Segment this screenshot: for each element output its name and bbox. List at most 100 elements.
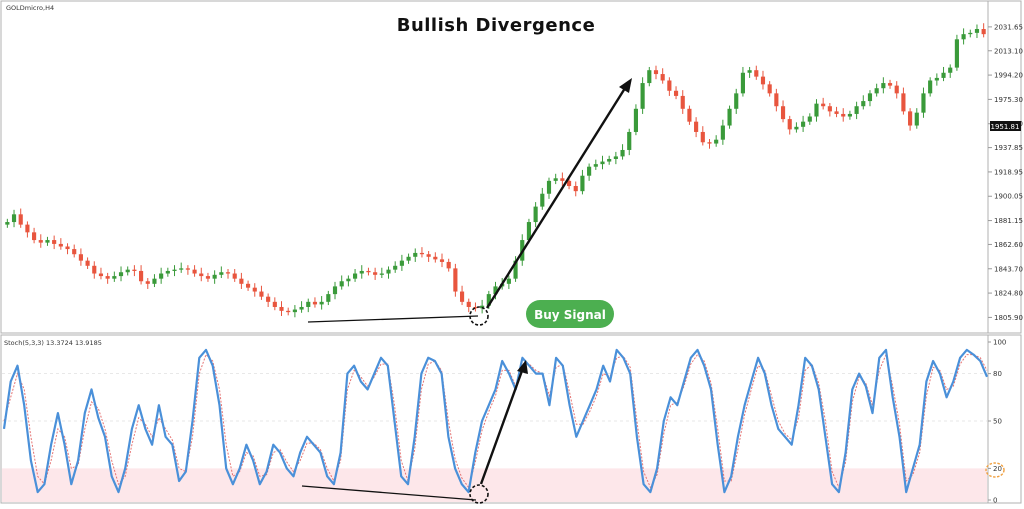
candle-body	[847, 113, 852, 117]
candle-body	[172, 269, 177, 271]
candle-body	[747, 70, 752, 73]
candle	[827, 103, 832, 117]
candle	[694, 117, 699, 138]
candle	[219, 266, 224, 279]
symbol-label: GOLDmicro,H4	[6, 4, 54, 12]
candle-body	[894, 85, 899, 94]
candle	[740, 66, 745, 97]
candle	[887, 79, 893, 89]
candle	[246, 280, 251, 291]
candle-body	[607, 158, 612, 162]
candle-body	[419, 252, 425, 255]
candle	[821, 97, 826, 110]
candle-body	[45, 240, 50, 243]
candle-body	[433, 256, 438, 260]
candle-body	[821, 103, 826, 107]
candle-body	[627, 131, 632, 150]
candle-body	[921, 93, 926, 113]
candle	[185, 265, 190, 275]
candle	[306, 298, 311, 313]
candle	[72, 244, 77, 258]
candle	[299, 301, 304, 313]
candle	[747, 66, 752, 78]
candle-body	[834, 111, 839, 114]
price-arrow-head	[619, 78, 632, 93]
candle-body	[707, 142, 712, 144]
candle	[720, 119, 725, 145]
candle	[65, 243, 70, 255]
candle-body	[65, 246, 70, 250]
stoch-tick-label: 100	[993, 339, 1006, 347]
candle-body	[767, 84, 772, 94]
candle-body	[814, 103, 819, 117]
candle-body	[914, 112, 919, 126]
candle-body	[72, 249, 77, 255]
candle	[941, 66, 946, 82]
candle-body	[11, 214, 17, 223]
candle	[546, 177, 552, 199]
candle	[225, 269, 231, 279]
candle	[292, 305, 297, 318]
candle	[212, 270, 217, 284]
candle-body	[673, 90, 679, 96]
stochastic-lines	[2, 348, 989, 494]
candle-body	[286, 310, 291, 313]
candle	[861, 95, 866, 110]
oversold-zone	[2, 468, 987, 502]
candle	[11, 209, 17, 228]
candle-body	[700, 131, 705, 143]
candle-body	[373, 272, 378, 275]
candle	[954, 34, 959, 71]
candle	[974, 24, 980, 39]
candle-body	[453, 268, 458, 292]
candle-body	[326, 294, 331, 302]
candle	[152, 274, 157, 288]
candle-body	[827, 106, 832, 112]
candle-body	[854, 106, 859, 114]
candle	[627, 128, 632, 156]
candle	[794, 122, 799, 133]
candle-body	[633, 108, 639, 132]
candle	[921, 87, 926, 118]
candle-body	[346, 278, 351, 282]
candle	[908, 108, 913, 131]
candle	[553, 173, 558, 185]
stoch-level-lines	[2, 373, 987, 422]
candle	[339, 275, 344, 290]
candle	[159, 267, 164, 284]
candle-body	[974, 29, 980, 33]
price-tick-label: 1862.60	[994, 241, 1023, 249]
candle	[112, 271, 117, 282]
candle	[433, 252, 438, 263]
candle-body	[540, 193, 545, 207]
candle	[727, 105, 732, 129]
candle	[673, 86, 679, 100]
candle	[533, 202, 538, 228]
candle	[914, 108, 919, 129]
candle-body	[948, 67, 953, 73]
candle	[125, 266, 130, 276]
candle	[199, 267, 204, 282]
candle	[901, 87, 906, 115]
candle	[332, 281, 338, 300]
price-tick-label: 1918.95	[994, 168, 1023, 176]
candle-body	[513, 260, 518, 279]
candle-body	[92, 265, 97, 274]
candle-body	[105, 276, 110, 279]
candle	[774, 88, 779, 112]
candle-body	[887, 83, 893, 86]
candle-body	[881, 83, 886, 89]
stoch-main-line	[2, 348, 989, 494]
candle-body	[159, 273, 164, 279]
price-tick-label: 1843.70	[994, 265, 1023, 273]
price-tick-label: 2031.65	[994, 23, 1023, 31]
candle-body	[841, 113, 846, 117]
candle	[593, 159, 598, 170]
candle-body	[85, 260, 90, 266]
candle	[352, 269, 358, 282]
candle	[252, 283, 257, 297]
candle-body	[25, 224, 30, 233]
candle	[473, 302, 478, 312]
candle-body	[118, 272, 124, 277]
candle	[366, 267, 371, 276]
